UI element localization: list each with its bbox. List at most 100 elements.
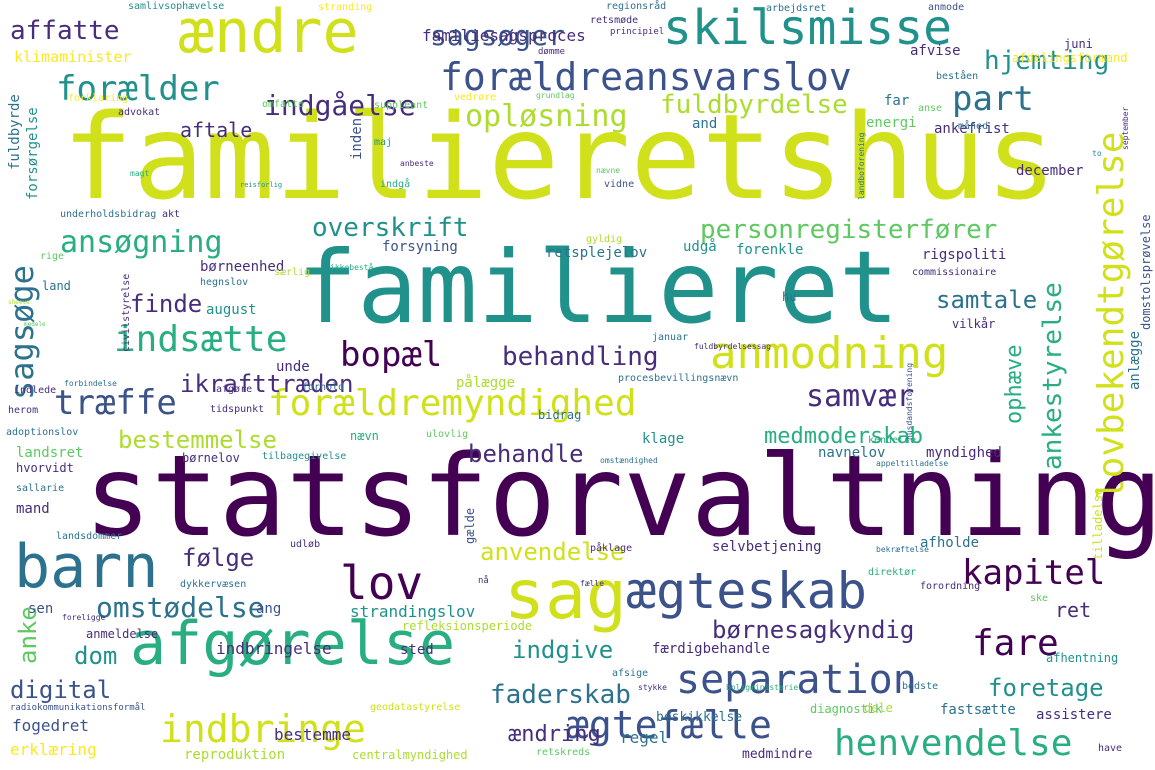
word: sallarie bbox=[16, 483, 65, 494]
word: husdandsforening bbox=[905, 362, 914, 440]
word: indlede bbox=[14, 385, 57, 396]
word: forenkle bbox=[736, 242, 804, 258]
word: selvbetjening bbox=[712, 539, 822, 555]
word: indbringe bbox=[160, 707, 366, 751]
word: bekræftelse bbox=[876, 545, 929, 554]
word: måned bbox=[958, 121, 989, 132]
word: samtale bbox=[936, 286, 1038, 314]
word: anbeste bbox=[400, 159, 434, 168]
word: akt bbox=[162, 209, 181, 220]
word: dele bbox=[864, 701, 893, 715]
word: fare bbox=[972, 623, 1059, 664]
word: hvorvidt bbox=[16, 461, 74, 475]
word: dom bbox=[74, 642, 118, 670]
word: domstolsprøvelse bbox=[1139, 214, 1153, 330]
word: ikrafttræden bbox=[180, 370, 354, 398]
word: reproduktion bbox=[184, 747, 286, 763]
word: stranding bbox=[318, 2, 373, 13]
word: forhold bbox=[302, 382, 345, 393]
word: behandling bbox=[502, 342, 659, 372]
word: træffe bbox=[54, 383, 177, 423]
word: and bbox=[692, 116, 718, 132]
word: ske bbox=[1030, 593, 1049, 604]
word: sted bbox=[400, 642, 434, 658]
word: indgive bbox=[512, 636, 614, 664]
word: indsætte bbox=[114, 319, 288, 360]
word: aftale bbox=[180, 118, 253, 142]
word: separation bbox=[676, 657, 917, 703]
word: familieret bbox=[297, 229, 900, 346]
word: sag bbox=[504, 556, 627, 635]
word: påklage bbox=[590, 543, 633, 554]
word: foreligge bbox=[62, 613, 106, 622]
word: assistere bbox=[1036, 707, 1112, 723]
word: samvær bbox=[806, 379, 915, 414]
word: beståen bbox=[936, 71, 979, 82]
word: sheeve bbox=[8, 299, 30, 306]
word: sagsøge bbox=[3, 265, 41, 400]
word: indgå bbox=[380, 179, 411, 190]
word: diagnostik bbox=[810, 702, 883, 716]
word: refleksionsperiode bbox=[402, 619, 533, 633]
word: bestemmelse bbox=[118, 426, 277, 454]
word: forældreansvarslov bbox=[440, 55, 852, 99]
word: opløsning bbox=[465, 99, 628, 134]
word: forordning bbox=[920, 581, 981, 592]
word: hegnslov bbox=[200, 277, 249, 288]
word: udgå bbox=[683, 239, 717, 255]
word: statsforvaltning bbox=[84, 432, 1155, 562]
word: civilstyrelse bbox=[121, 273, 132, 352]
word: familieretshus bbox=[62, 88, 1057, 226]
word: januar bbox=[652, 332, 689, 343]
word: skilsmisse bbox=[663, 0, 952, 56]
word: inden bbox=[349, 117, 365, 160]
word: afsige bbox=[612, 668, 649, 679]
word: forbindelse bbox=[64, 379, 117, 388]
word: afdelingsformand bbox=[1012, 51, 1128, 65]
word: finde bbox=[130, 290, 203, 318]
word: udløb bbox=[290, 539, 321, 550]
word: juni bbox=[1064, 37, 1093, 51]
word: afholde bbox=[920, 535, 980, 551]
word: fastsætte bbox=[940, 702, 1016, 718]
word: boligministerie bbox=[726, 683, 799, 692]
word: part bbox=[952, 79, 1034, 119]
word: magt bbox=[130, 169, 150, 178]
word: ændre bbox=[178, 0, 359, 67]
word: anmode bbox=[928, 2, 965, 13]
word: afgørelse bbox=[130, 609, 456, 679]
word: vedrøre bbox=[454, 92, 497, 103]
word: gyldig bbox=[586, 234, 623, 245]
word: børnelov bbox=[182, 451, 240, 465]
word: ang bbox=[256, 601, 282, 617]
word: foretage bbox=[988, 674, 1104, 702]
word: stykke bbox=[638, 683, 667, 692]
word: forælder bbox=[56, 69, 220, 109]
word: to bbox=[1092, 149, 1102, 158]
word: ret bbox=[1055, 598, 1092, 622]
word: nævn bbox=[350, 429, 379, 443]
word: omfatte bbox=[262, 99, 305, 110]
word: direktør bbox=[868, 567, 917, 578]
word: ophæve bbox=[1002, 344, 1027, 424]
word: anlægge bbox=[1127, 330, 1143, 390]
word: retsplejelov bbox=[546, 245, 648, 261]
word: ændring bbox=[508, 722, 601, 747]
word: maj bbox=[374, 137, 393, 148]
word: lovbekendtgørelse bbox=[1091, 131, 1132, 500]
word: commissionaire bbox=[912, 267, 997, 278]
word: anse bbox=[918, 103, 943, 114]
word: personregisterfører bbox=[700, 215, 998, 245]
word: dømme bbox=[538, 47, 566, 57]
word: afhentning bbox=[1046, 651, 1119, 665]
word: fogedret bbox=[12, 716, 90, 735]
word: klimaminister bbox=[14, 48, 132, 66]
word: nå bbox=[478, 576, 489, 586]
word: omstødelse bbox=[96, 591, 265, 624]
word: herom bbox=[8, 405, 39, 416]
word: regel bbox=[620, 728, 669, 747]
word: faderskab bbox=[490, 680, 631, 710]
word: forsyning bbox=[382, 239, 458, 255]
word: sagsøger bbox=[430, 19, 565, 52]
